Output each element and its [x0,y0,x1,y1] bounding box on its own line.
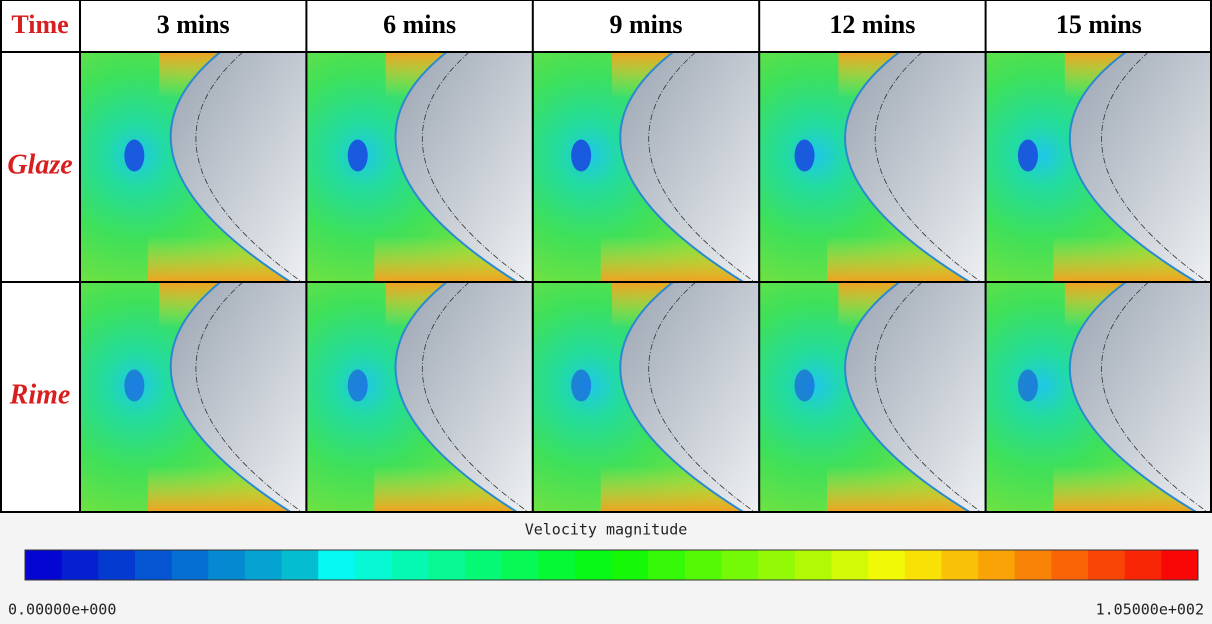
colorbar-swatch [135,550,172,580]
stagnation [1018,140,1038,172]
stagnation [1018,370,1038,402]
contour-image [759,52,985,282]
colorbar-swatch [905,550,942,580]
colorbar-swatch [465,550,502,580]
colorbar-swatch [612,550,649,580]
colorbar-swatch [575,550,612,580]
colorbar-swatch [355,550,392,580]
colorbar-swatch [831,550,868,580]
colorbar-swatch [245,550,282,580]
contour-image [759,282,985,512]
corner-label: Time [11,10,68,39]
stagnation [348,370,368,402]
colorbar-swatch [282,550,319,580]
figure: Time Velocity magnitude 0.00000e+000 1.0… [0,0,1212,624]
colorbar-swatch [868,550,905,580]
colorbar-swatch [208,550,245,580]
colorbar-swatch [758,550,795,580]
colorbar-swatch [1051,550,1088,580]
colorbar-swatch [1015,550,1052,580]
stagnation [571,370,591,402]
stagnation [795,370,815,402]
column-label: 9 mins [610,10,683,39]
stagnation [795,140,815,172]
stagnation [348,140,368,172]
stagnation [124,370,144,402]
contour-image [986,52,1212,282]
contour-image [533,282,759,512]
column-label: 15 mins [1056,10,1142,39]
colorbar-swatch [685,550,722,580]
colorbar-swatch [978,550,1015,580]
colorbar-swatch [1088,550,1125,580]
stagnation [124,140,144,172]
contour-image [80,282,306,512]
contour-image [80,52,306,282]
colorbar-swatch [502,550,539,580]
colorbar-swatch [318,550,355,580]
colorbar-max: 1.05000e+002 [1096,601,1204,619]
row-label: Rime [9,379,71,410]
colorbar-swatch [98,550,135,580]
row-label: Glaze [7,149,72,180]
contour-image [306,52,532,282]
colorbar-swatch [721,550,758,580]
contour-image [533,52,759,282]
contour-image [306,282,532,512]
colorbar-swatch [648,550,685,580]
colorbar-swatch [392,550,429,580]
colorbar-swatch [941,550,978,580]
column-label: 3 mins [157,10,230,39]
column-label: 12 mins [829,10,915,39]
colorbar-swatch [795,550,832,580]
colorbar-swatch [1161,550,1198,580]
colorbar-swatch [62,550,99,580]
stagnation [571,140,591,172]
colorbar-min: 0.00000e+000 [8,601,116,619]
colorbar-swatch [538,550,575,580]
colorbar-swatch [172,550,209,580]
column-label: 6 mins [383,10,456,39]
colorbar-swatch [25,550,62,580]
colorbar-swatch [428,550,465,580]
contour-image [986,282,1212,512]
colorbar-swatch [1125,550,1162,580]
colorbar-title: Velocity magnitude [525,521,688,539]
